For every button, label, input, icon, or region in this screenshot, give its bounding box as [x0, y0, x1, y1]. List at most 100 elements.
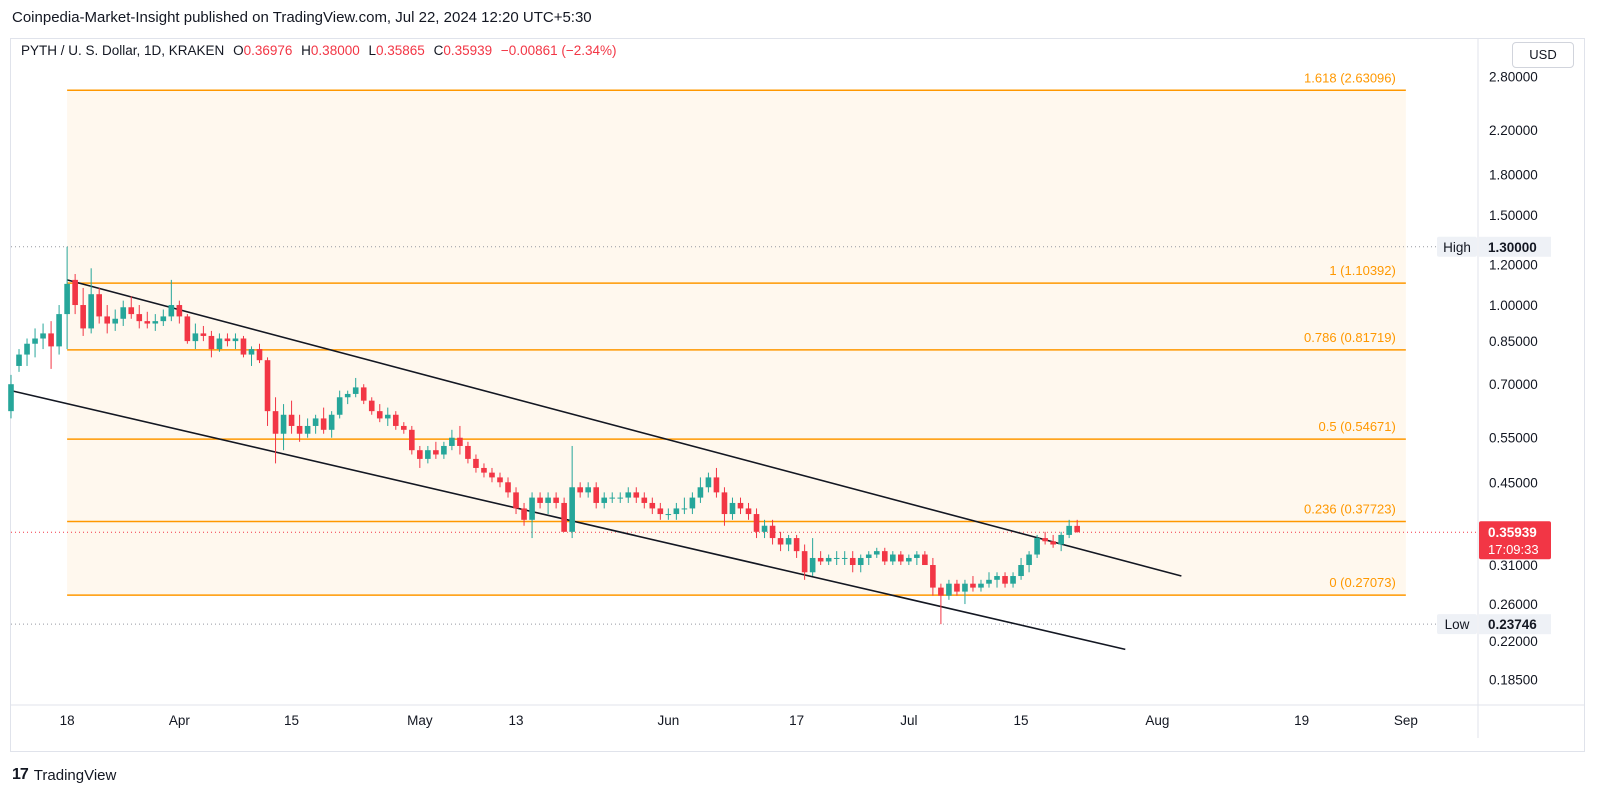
price-tick-label: 0.70000: [1489, 377, 1538, 392]
candle: [328, 411, 335, 438]
candle: [200, 325, 207, 342]
candle-body: [777, 538, 784, 545]
candle: [962, 579, 968, 605]
candle: [360, 384, 367, 405]
last-price-tag: 0.35939 17:09:33: [1479, 521, 1551, 560]
candle: [569, 445, 575, 539]
candle-body: [657, 508, 664, 515]
candle-body: [954, 583, 960, 592]
candle-body: [1042, 538, 1048, 542]
candle: [505, 477, 511, 498]
candle-body: [505, 482, 511, 493]
candle-body: [40, 333, 46, 339]
candle: [144, 311, 151, 329]
candle: [64, 246, 70, 350]
candle: [689, 492, 696, 515]
candle-body: [697, 487, 704, 498]
candle: [176, 300, 183, 324]
candle: [865, 551, 872, 566]
candle: [946, 579, 952, 600]
candle-body: [1010, 576, 1016, 584]
price-tick-label: 1.50000: [1489, 208, 1538, 223]
price-tick-label: 0.26000: [1489, 597, 1538, 612]
candle-body: [801, 551, 808, 573]
tradingview-branding[interactable]: 17 TradingView: [12, 766, 116, 784]
candle: [392, 411, 399, 430]
candle: [545, 492, 551, 515]
candle: [617, 492, 624, 503]
candle: [336, 390, 343, 419]
candle: [208, 330, 215, 358]
candle-body: [857, 557, 864, 566]
candle: [737, 497, 744, 515]
candle: [80, 287, 86, 336]
candle: [906, 554, 912, 566]
candle-body: [537, 497, 543, 503]
price-tick-label: 0.18500: [1489, 673, 1538, 688]
candle: [24, 338, 30, 366]
fib-label: 0.5 (0.54671): [1319, 419, 1396, 434]
candle-body: [352, 387, 359, 394]
candle-body: [577, 487, 583, 493]
candle-body: [176, 305, 183, 317]
candle: [649, 497, 656, 515]
candle-body: [833, 557, 840, 559]
candle: [721, 487, 728, 526]
candle: [417, 445, 423, 468]
low-label: L: [368, 43, 377, 58]
candle: [938, 583, 944, 625]
candle-body: [32, 338, 38, 344]
open-label: O: [233, 43, 244, 58]
candle-body: [1066, 525, 1072, 535]
price-tick-label: 2.20000: [1489, 123, 1538, 138]
candle: [769, 519, 776, 545]
price-tick-label: 1.20000: [1489, 258, 1538, 273]
candle: [994, 572, 1000, 588]
price-tick-label: 0.22000: [1489, 634, 1538, 649]
candle-body: [433, 450, 439, 455]
channel-line: [66, 279, 1182, 577]
time-tick-label: 18: [60, 713, 75, 728]
last-price-value: 0.35939: [1488, 525, 1537, 540]
candle: [280, 404, 287, 451]
candle: [641, 492, 648, 509]
price-tick-label: 1.00000: [1489, 298, 1538, 313]
candle: [986, 572, 992, 588]
candle-body: [946, 583, 952, 596]
candle-body: [625, 492, 632, 498]
currency-button[interactable]: USD: [1512, 42, 1574, 68]
candle: [320, 407, 327, 434]
price-axis[interactable]: 2.80000 2.20000 1.80000 1.50000 1.20000 1.000…: [1477, 38, 1538, 738]
candle-body: [593, 487, 600, 503]
channel-line: [10, 389, 1126, 651]
candle: [745, 502, 752, 520]
candle: [793, 534, 800, 558]
candle: [120, 300, 127, 326]
candle: [425, 445, 431, 464]
change-value: −0.00861 (−2.34%): [500, 43, 617, 58]
candle: [785, 534, 792, 552]
candle: [1026, 551, 1032, 573]
candle-body: [288, 414, 295, 426]
candle: [497, 472, 503, 488]
candle: [529, 492, 535, 539]
candle: [312, 414, 319, 434]
candle: [801, 544, 808, 580]
time-axis[interactable]: 18 Apr 15 May 13 Jun 17 Jul 15 Aug 19 Sep: [11, 704, 1584, 728]
candle: [160, 309, 167, 326]
level-tag-value: 0.23746: [1488, 617, 1537, 632]
candle: [136, 305, 143, 329]
open-value: 0.36976: [243, 43, 293, 58]
candle: [713, 467, 720, 498]
candle-body: [208, 335, 215, 350]
ohlc-legend: PYTH / U. S. Dollar, 1D, KRAKEN O0.36976…: [21, 43, 617, 58]
candle-body: [569, 487, 575, 532]
candle-body: [641, 497, 648, 503]
candle-body: [160, 316, 167, 322]
candle-body: [809, 557, 816, 573]
candle-body: [384, 414, 391, 419]
candle-body: [1018, 565, 1024, 577]
candle: [553, 492, 559, 509]
candle: [433, 441, 439, 459]
